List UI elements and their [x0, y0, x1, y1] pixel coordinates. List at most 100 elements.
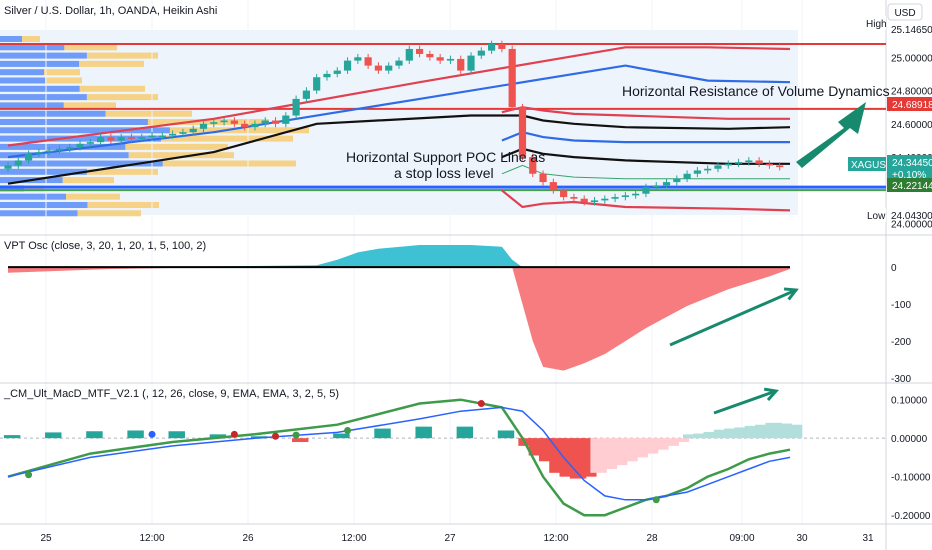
- volume-profile-bar-sell: [66, 193, 120, 200]
- volume-profile-bar-buy: [0, 85, 80, 92]
- macd-axis: 0.10000 0.00000 -0.10000 -0.20000: [891, 396, 931, 522]
- candle-body: [570, 197, 578, 199]
- price-tick-label: 25.00000: [891, 53, 932, 64]
- trend-arrow-shaft: [713, 389, 777, 415]
- candle-body: [580, 198, 588, 203]
- macd-histogram-bar: [713, 429, 731, 439]
- vpt-positive-area: [8, 245, 790, 268]
- volume-profile-bar-buy: [0, 193, 66, 200]
- time-tick-label: 26: [242, 533, 254, 544]
- macd-cross-dot: [230, 430, 238, 438]
- macd-histogram-bar: [3, 435, 21, 439]
- macd-histogram-bar: [374, 428, 391, 439]
- candle-body: [230, 120, 238, 124]
- candle-body: [704, 168, 712, 171]
- macd-histogram-bar: [662, 438, 679, 446]
- price-labels: High 25.14650 24.68918 XAGUSD 24.34450 +…: [848, 16, 932, 222]
- volume-profile-bar-sell: [125, 143, 228, 150]
- candle-body: [611, 197, 619, 199]
- candle-body: [148, 135, 156, 138]
- volume-profile-bar-buy: [0, 152, 129, 159]
- chart-title: Silver / U.S. Dollar, 1h, OANDA, Heikin …: [4, 5, 217, 17]
- candle-body: [477, 50, 485, 56]
- macd-tick-label: -0.20000: [891, 511, 931, 522]
- low-value: 24.04300: [891, 211, 932, 222]
- time-tick-label: 09:00: [729, 533, 754, 544]
- candle-body: [117, 137, 125, 141]
- volume-profile-bar-sell: [79, 85, 145, 92]
- candle-body: [683, 173, 691, 179]
- band-line: [7, 64, 791, 159]
- candle-body: [220, 120, 228, 123]
- macd-histogram-bar: [291, 438, 309, 443]
- candle-body: [518, 107, 527, 158]
- volume-profile-bar-buy: [0, 102, 64, 109]
- candle-body: [107, 137, 115, 141]
- support-annotation-line2: a stop loss level: [394, 165, 494, 181]
- candle-body: [488, 43, 496, 51]
- resistance-target-arrow: [796, 102, 866, 168]
- volume-profile-bar-buy: [0, 160, 163, 167]
- candle-body: [261, 120, 269, 124]
- macd-tick-label: 0.00000: [891, 434, 928, 445]
- macd-pane: [0, 398, 886, 517]
- currency-button[interactable]: [887, 3, 923, 21]
- candle-body: [662, 182, 671, 186]
- macd-series-line: [7, 398, 791, 517]
- candle-body: [539, 173, 547, 183]
- price-tick-label: 24.60000: [891, 120, 932, 131]
- volume-profile-bar-buy: [0, 36, 22, 42]
- volume-profile-bar-sell: [79, 60, 144, 67]
- candle-body: [755, 160, 763, 164]
- candle-body: [241, 123, 249, 128]
- candle-body: [169, 133, 177, 136]
- macd-histogram-bar: [672, 438, 690, 443]
- candle-body: [97, 137, 105, 143]
- volume-profile-bar-buy: [0, 168, 87, 175]
- macd-histogram-bar: [127, 430, 144, 439]
- resistance-annotation: Horizontal Resistance of Volume Dynamics: [622, 83, 890, 99]
- candle-body: [405, 48, 413, 61]
- macd-cross-dot: [652, 496, 660, 504]
- time-tick-label: 28: [646, 533, 658, 544]
- macd-histogram-bar: [693, 433, 710, 439]
- high-value: 25.14650: [891, 25, 932, 36]
- last-change-label: +0.10%: [892, 170, 926, 181]
- time-tick-label: 12:00: [543, 533, 568, 544]
- candle-body: [251, 123, 259, 128]
- macd-histogram-bar: [734, 427, 751, 439]
- vpt-tick-label: 0: [891, 263, 897, 274]
- time-tick-label: 25: [40, 533, 52, 544]
- candle-body: [590, 200, 599, 203]
- candle-body: [549, 182, 557, 191]
- candle-body: [601, 198, 609, 201]
- candle-body: [189, 128, 197, 133]
- volume-profile-bar-sell: [64, 44, 117, 51]
- candle-body: [343, 60, 352, 71]
- volume-profile-bar-sell: [45, 77, 82, 84]
- volume-profile-bar-buy: [0, 143, 126, 150]
- candle-body: [333, 70, 341, 74]
- low-tag: Low: [867, 211, 886, 222]
- volume-profile-bar-buy: [0, 127, 170, 134]
- macd-cross-dot: [272, 432, 280, 440]
- high-tag: High: [866, 19, 887, 30]
- macd-histogram-bar: [86, 431, 103, 439]
- resistance-price-label: 24.68918: [892, 100, 932, 111]
- macd-tick-label: 0.10000: [891, 396, 928, 407]
- candle-body: [776, 165, 784, 168]
- candle-body: [313, 77, 321, 91]
- volume-profile-bar-buy: [0, 119, 148, 125]
- band-line: [7, 114, 791, 185]
- candle-body: [179, 132, 187, 134]
- candle-body: [436, 57, 444, 61]
- volume-profile-bar-sell: [44, 69, 80, 76]
- volume-profile-bar-buy: [0, 202, 88, 208]
- vpt-tick-label: -300: [891, 374, 911, 385]
- macd-histogram-bar: [45, 432, 62, 439]
- candle-body: [302, 90, 310, 99]
- candle-body: [24, 153, 33, 161]
- candle-body: [271, 120, 280, 124]
- candle-body: [86, 142, 94, 144]
